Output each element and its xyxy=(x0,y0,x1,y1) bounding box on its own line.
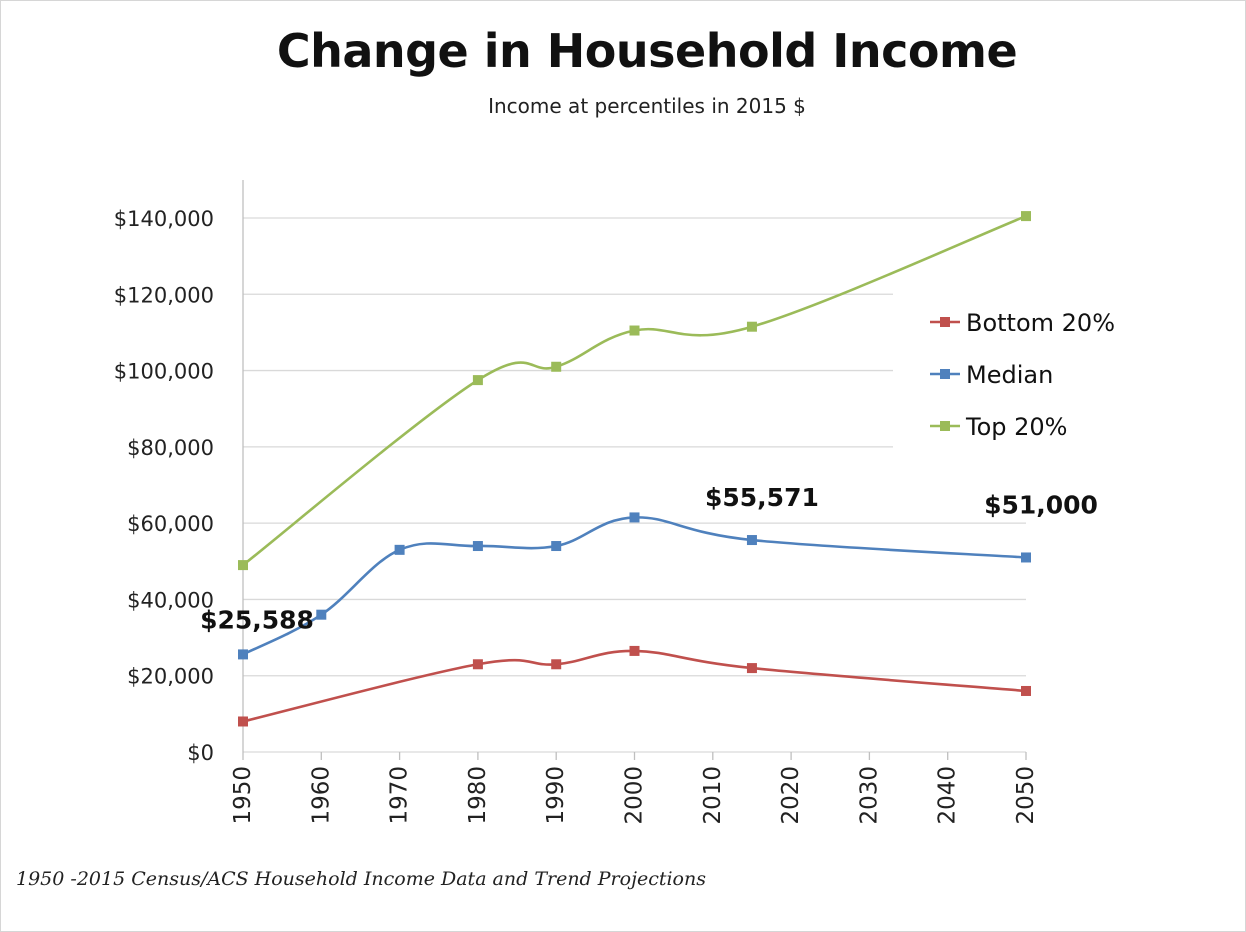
series-line-median xyxy=(242,516,1027,656)
legend-marker-top-20 xyxy=(940,421,950,431)
y-tick-label: $20,000 xyxy=(127,665,214,689)
y-tick-label: $60,000 xyxy=(127,512,214,536)
data-point-top-20 xyxy=(629,325,640,336)
x-tick-label: 2020 xyxy=(778,766,804,825)
y-tick-label: $0 xyxy=(187,741,214,765)
data-point-bottom-20 xyxy=(1021,685,1031,696)
x-tick-label: 2030 xyxy=(856,766,882,825)
data-point-median xyxy=(629,512,640,523)
x-tick-label: 1960 xyxy=(308,766,334,825)
y-tick-label: $140,000 xyxy=(114,207,214,231)
y-tick-label: $80,000 xyxy=(127,436,214,460)
y-tick-label: $120,000 xyxy=(114,283,214,307)
x-tick-label: 1990 xyxy=(543,766,569,825)
data-point-bottom-20 xyxy=(629,645,640,656)
series-line-top-20 xyxy=(242,214,1027,567)
data-label: $51,000 xyxy=(984,490,1098,519)
data-point-median xyxy=(316,609,327,620)
legend-marker-bottom-20 xyxy=(940,317,950,327)
chart-footnote: 1950 -2015 Census/ACS Household Income D… xyxy=(16,868,706,890)
chart-title: Change in Household Income xyxy=(276,24,1018,78)
data-point-median xyxy=(238,649,248,660)
x-tick-label: 1970 xyxy=(387,766,413,825)
series-line-bottom-20 xyxy=(242,649,1027,723)
x-tick-label: 2040 xyxy=(935,766,961,825)
chart-subtitle: Income at percentiles in 2015 $ xyxy=(488,94,806,118)
data-point-top-20 xyxy=(238,560,248,571)
data-point-bottom-20 xyxy=(238,716,248,727)
y-tick-label: $40,000 xyxy=(127,588,214,612)
data-point-median xyxy=(746,535,757,546)
data-point-median xyxy=(551,541,562,552)
legend-label-bottom-20: Bottom 20% xyxy=(966,309,1115,337)
legend-label-median: Median xyxy=(966,361,1053,389)
legend-marker-median xyxy=(940,369,950,379)
legend-label-top-20: Top 20% xyxy=(965,413,1067,441)
data-point-bottom-20 xyxy=(472,659,483,670)
data-point-top-20 xyxy=(1021,211,1031,222)
x-tick-label: 1980 xyxy=(465,766,491,825)
data-point-bottom-20 xyxy=(746,663,757,674)
data-point-median xyxy=(394,544,405,555)
data-point-bottom-20 xyxy=(551,659,562,670)
data-point-median xyxy=(1021,552,1031,563)
data-label: $55,571 xyxy=(705,483,819,512)
x-tick-label: 2050 xyxy=(1013,766,1039,825)
data-point-top-20 xyxy=(472,375,483,386)
x-tick-label: 2000 xyxy=(622,766,648,825)
y-tick-label: $100,000 xyxy=(114,360,214,384)
x-tick-label: 1950 xyxy=(230,766,256,825)
x-tick-label: 2010 xyxy=(700,766,726,825)
data-point-top-20 xyxy=(551,361,562,372)
data-point-median xyxy=(472,541,483,552)
data-point-top-20 xyxy=(746,321,757,332)
data-label: $25,588 xyxy=(200,605,314,634)
